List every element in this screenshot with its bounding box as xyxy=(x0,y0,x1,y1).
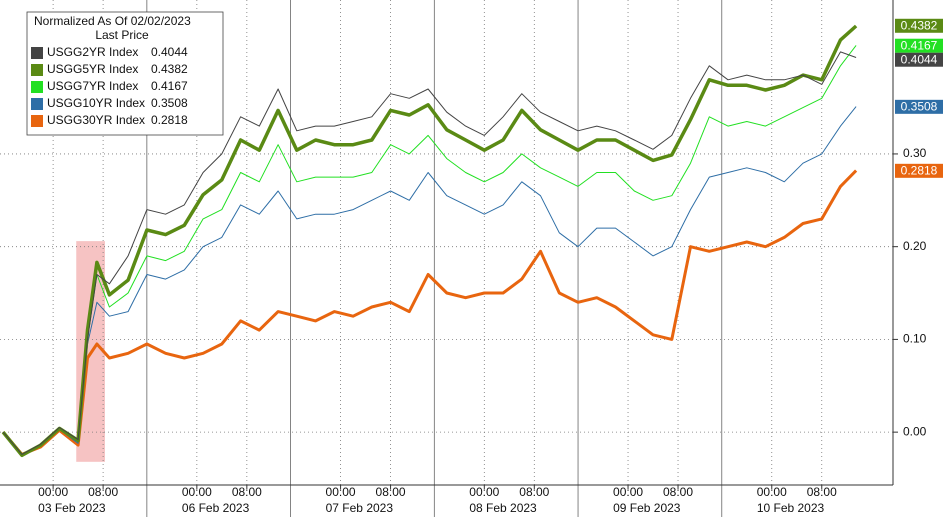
x-tick-label: 00:00 xyxy=(469,485,499,499)
legend-swatch xyxy=(31,81,43,93)
series-line xyxy=(2,106,857,455)
day-label: 08 Feb 2023 xyxy=(469,501,537,515)
x-tick-label: 08:00 xyxy=(519,485,549,499)
last-value-box xyxy=(895,18,943,33)
legend-title: Normalized As Of 02/02/2023 xyxy=(34,14,191,28)
legend-swatch xyxy=(31,64,43,76)
x-tick-label: 08:00 xyxy=(88,485,118,499)
series-line xyxy=(2,51,857,455)
day-label: 10 Feb 2023 xyxy=(757,501,825,515)
last-value-label: 0.4167 xyxy=(901,38,938,52)
legend-swatch xyxy=(31,115,43,127)
legend-label: USGG5YR Index xyxy=(47,62,138,76)
x-tick-label: 08:00 xyxy=(663,485,693,499)
legend-value: 0.4382 xyxy=(151,62,188,76)
legend-swatch xyxy=(31,98,43,110)
day-label: 06 Feb 2023 xyxy=(182,501,250,515)
legend-value: 0.2818 xyxy=(151,113,188,127)
y-tick-label: 0.10 xyxy=(903,332,927,346)
y-tick-label: 0.20 xyxy=(903,239,927,253)
y-tick-label: 0.30 xyxy=(903,146,927,160)
x-tick-label: 08:00 xyxy=(376,485,406,499)
legend-value: 0.4167 xyxy=(151,79,188,93)
last-value-label: 0.2818 xyxy=(901,163,938,177)
legend-value: 0.4044 xyxy=(151,45,188,59)
x-tick-label: 08:00 xyxy=(232,485,262,499)
legend-label: USGG10YR Index xyxy=(47,96,145,110)
last-value-label: 0.4044 xyxy=(901,52,938,66)
last-value-box xyxy=(895,38,943,53)
x-tick-label: 00:00 xyxy=(38,485,68,499)
last-value-box xyxy=(895,99,943,114)
y-tick-label: 0.00 xyxy=(903,424,927,438)
last-value-box xyxy=(895,52,943,67)
legend-value: 0.3508 xyxy=(151,96,188,110)
day-label: 09 Feb 2023 xyxy=(613,501,681,515)
series-line xyxy=(2,45,857,455)
last-value-box xyxy=(895,163,943,178)
x-tick-label: 00:00 xyxy=(613,485,643,499)
x-tick-label: 08:00 xyxy=(807,485,837,499)
last-value-label: 0.4382 xyxy=(901,18,938,32)
series-line xyxy=(1,24,858,458)
day-label: 03 Feb 2023 xyxy=(38,501,106,515)
last-value-label: 0.3508 xyxy=(901,100,938,114)
legend-box xyxy=(26,11,224,136)
legend-label: USGG30YR Index xyxy=(47,113,145,127)
series-line xyxy=(1,169,858,456)
day-label: 07 Feb 2023 xyxy=(326,501,394,515)
x-tick-label: 00:00 xyxy=(757,485,787,499)
legend-label: USGG2YR Index xyxy=(47,45,138,59)
x-tick-label: 00:00 xyxy=(326,485,356,499)
legend-label: USGG7YR Index xyxy=(47,79,138,93)
x-tick-label: 00:00 xyxy=(182,485,212,499)
legend-subtitle: Last Price xyxy=(95,28,149,42)
legend-swatch xyxy=(31,47,43,59)
